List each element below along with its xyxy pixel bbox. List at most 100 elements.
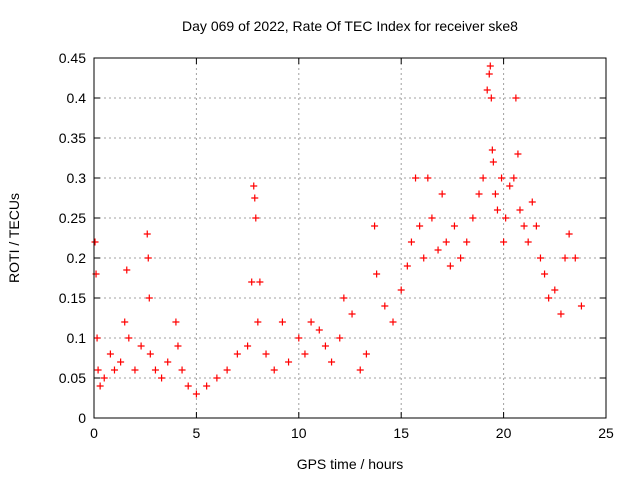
data-point — [416, 222, 424, 230]
data-point — [493, 206, 501, 214]
y-tick-label: 0.05 — [59, 370, 86, 386]
x-tick-label: 5 — [193, 425, 201, 441]
data-point — [536, 254, 544, 262]
data-point — [244, 342, 252, 350]
data-point — [285, 358, 293, 366]
data-point — [450, 222, 458, 230]
data-point — [407, 238, 415, 246]
data-point — [561, 254, 569, 262]
data-point — [514, 150, 522, 158]
data-point — [213, 374, 221, 382]
data-point — [174, 342, 182, 350]
chart-title: Day 069 of 2022, Rate Of TEC Index for r… — [182, 18, 518, 34]
data-point — [146, 350, 154, 358]
data-point — [528, 198, 536, 206]
data-point — [121, 318, 129, 326]
data-point — [145, 294, 153, 302]
y-tick-label: 0.3 — [67, 170, 87, 186]
data-point — [336, 334, 344, 342]
data-point — [412, 174, 420, 182]
data-point — [428, 214, 436, 222]
x-tick-label: 25 — [598, 425, 614, 441]
data-point — [577, 302, 585, 310]
data-point — [397, 286, 405, 294]
data-point — [488, 146, 496, 154]
data-point — [123, 266, 131, 274]
data-point — [498, 174, 506, 182]
data-point — [151, 366, 159, 374]
data-point — [475, 190, 483, 198]
plot-frame — [93, 57, 607, 419]
data-point — [94, 366, 102, 374]
data-point — [520, 222, 528, 230]
data-point — [192, 390, 200, 398]
data-point — [545, 294, 553, 302]
data-point — [137, 342, 145, 350]
data-point — [371, 222, 379, 230]
data-point — [457, 254, 465, 262]
data-point — [158, 374, 166, 382]
data-point — [203, 382, 211, 390]
data-point — [254, 318, 262, 326]
data-point — [315, 326, 323, 334]
y-tick-label: 0 — [78, 410, 86, 426]
y-tick-label: 0.2 — [67, 250, 87, 266]
data-point — [340, 294, 348, 302]
data-point — [381, 302, 389, 310]
data-point — [438, 190, 446, 198]
data-point — [110, 366, 118, 374]
data-point — [250, 182, 258, 190]
data-point — [295, 334, 303, 342]
data-point — [307, 318, 315, 326]
data-point — [321, 342, 329, 350]
data-point — [510, 174, 518, 182]
data-point — [565, 230, 573, 238]
data-point — [500, 238, 508, 246]
data-point — [479, 174, 487, 182]
data-point — [223, 366, 231, 374]
data-point — [516, 206, 524, 214]
data-point — [178, 366, 186, 374]
data-point — [434, 246, 442, 254]
data-point — [524, 238, 532, 246]
data-point — [389, 318, 397, 326]
data-point — [446, 262, 454, 270]
x-tick-label: 0 — [90, 425, 98, 441]
data-point — [143, 230, 151, 238]
y-tick-label: 0.1 — [67, 330, 87, 346]
data-point — [424, 174, 432, 182]
y-tick-label: 0.15 — [59, 290, 86, 306]
data-point — [91, 238, 99, 246]
data-point — [551, 286, 559, 294]
data-point — [164, 358, 172, 366]
data-point — [117, 358, 125, 366]
data-point — [356, 366, 364, 374]
data-point — [233, 350, 241, 358]
data-point — [557, 310, 565, 318]
data-point — [571, 254, 579, 262]
data-point — [463, 238, 471, 246]
x-tick-label: 10 — [291, 425, 307, 441]
x-axis-label: GPS time / hours — [296, 456, 404, 472]
data-point — [93, 334, 101, 342]
data-point — [362, 350, 370, 358]
data-point — [106, 350, 114, 358]
data-point — [301, 350, 309, 358]
data-point — [96, 382, 104, 390]
data-point — [278, 318, 286, 326]
data-point — [469, 214, 477, 222]
data-point — [532, 222, 540, 230]
y-tick-label: 0.45 — [59, 50, 86, 66]
data-point — [483, 86, 491, 94]
x-tick-label: 20 — [496, 425, 512, 441]
data-point — [373, 270, 381, 278]
data-point — [144, 254, 152, 262]
data-point — [442, 238, 450, 246]
data-point — [489, 158, 497, 166]
data-point — [502, 214, 510, 222]
data-point — [506, 182, 514, 190]
data-point — [485, 70, 493, 78]
data-point — [328, 358, 336, 366]
data-point — [256, 278, 264, 286]
y-tick-label: 0.35 — [59, 130, 86, 146]
